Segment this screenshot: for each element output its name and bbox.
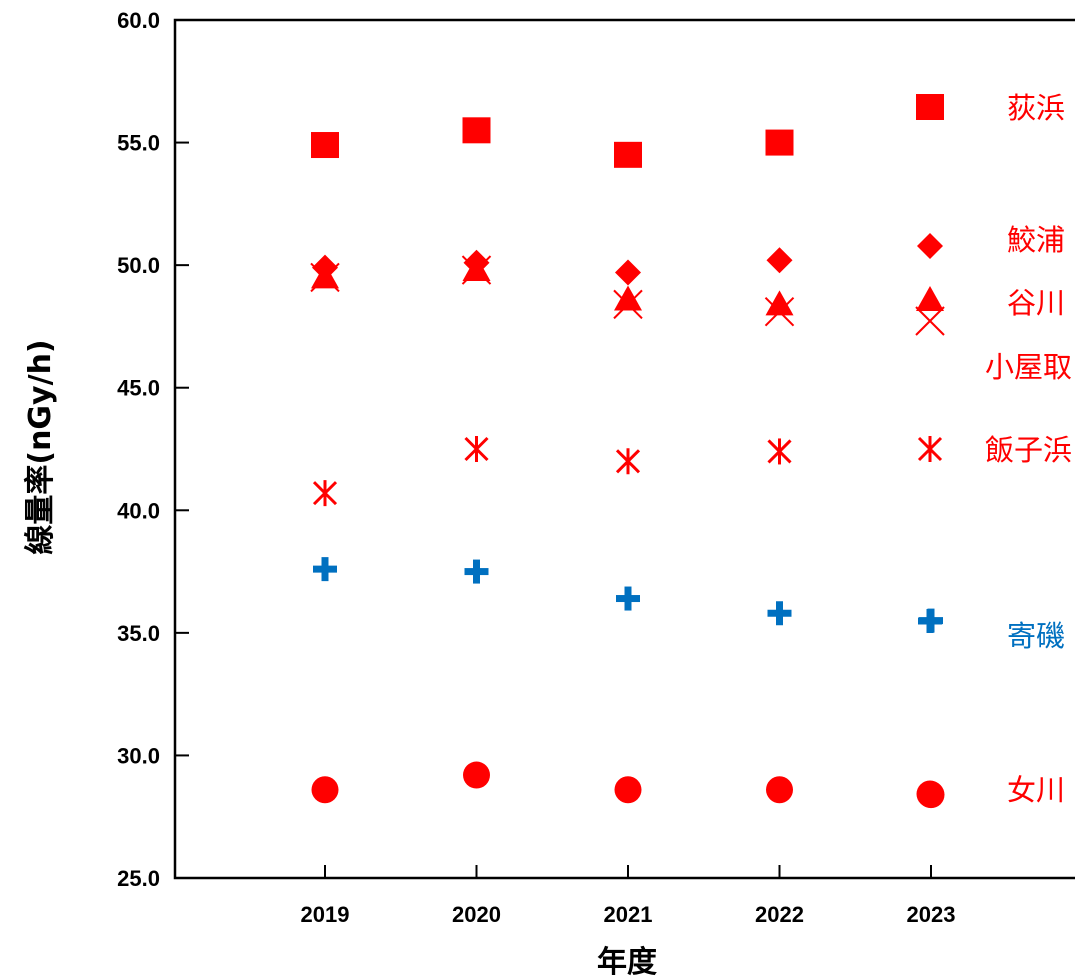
y-tick-label: 50.0 (117, 253, 160, 278)
x-tick-label: 2021 (604, 902, 653, 927)
data-point (767, 438, 792, 465)
y-tick-label: 30.0 (117, 743, 160, 768)
data-point (614, 141, 642, 168)
data-point (311, 132, 339, 159)
y-tick-label: 60.0 (117, 8, 160, 33)
data-point (765, 129, 794, 156)
data-point (613, 289, 643, 320)
y-axis-title: 線量率(nGy/h) (23, 339, 58, 554)
data-point (614, 776, 642, 804)
x-tick-label: 2020 (452, 902, 501, 927)
y-tick-label: 25.0 (117, 866, 160, 891)
y-tick-label: 45.0 (117, 376, 160, 401)
y-axis-ticks: 60.0 55.0 50.0 45.0 40.0 35.0 30.0 25.0 (117, 8, 189, 891)
data-point (616, 586, 640, 611)
y-tick-label: 35.0 (117, 621, 160, 646)
legend-label: 鮫浦 (1007, 223, 1065, 257)
data-point (310, 262, 340, 293)
legend-label: 谷川 (1007, 286, 1065, 320)
legend-label: 飯子浜 (985, 433, 1072, 467)
legend-marker (916, 286, 944, 311)
legend-marker (917, 233, 943, 259)
data-point (312, 480, 338, 507)
legend-marker (915, 306, 945, 336)
data-points (310, 117, 945, 809)
data-point (767, 601, 792, 626)
legend-marker (916, 780, 944, 808)
legend-marker (916, 94, 944, 120)
data-point (311, 776, 339, 804)
data-point (766, 247, 793, 274)
data-point (461, 255, 492, 285)
legend-marker (918, 609, 942, 633)
data-point (764, 297, 795, 327)
data-point (313, 557, 337, 582)
data-point (463, 761, 490, 789)
data-point (766, 776, 793, 804)
data-point (462, 256, 491, 282)
y-tick-label: 40.0 (117, 498, 160, 523)
y-tick-label: 55.0 (117, 131, 160, 156)
data-point (614, 285, 642, 311)
legend-label: 寄磯 (1007, 619, 1065, 653)
data-point (464, 436, 489, 462)
data-point (765, 290, 794, 316)
x-tick-label: 2023 (907, 902, 956, 927)
legend-label: 女川 (1007, 773, 1065, 807)
data-point (464, 559, 489, 584)
x-axis-ticks: 2019 2020 2021 2022 2023 (301, 865, 956, 927)
legend-label: 荻浜 (1007, 91, 1065, 125)
data-point (311, 263, 339, 289)
legend-label: 小屋取 (985, 350, 1072, 384)
legend-marker (917, 436, 943, 462)
x-tick-label: 2019 (301, 902, 350, 927)
plot-area-frame (173, 18, 1075, 880)
x-tick-label: 2022 (755, 902, 804, 927)
data-point (462, 117, 491, 144)
x-axis-title: 年度 (597, 945, 657, 979)
data-point (615, 448, 641, 475)
data-point (615, 259, 641, 286)
